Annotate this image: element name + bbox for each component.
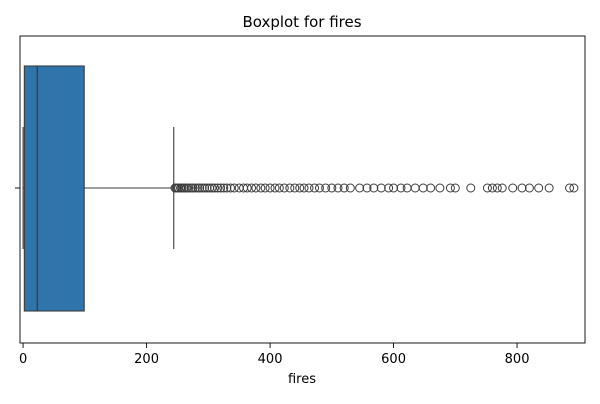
outlier-point	[376, 183, 386, 193]
axes: 0 200 400 600 800	[15, 187, 530, 367]
outlier-point	[384, 183, 394, 193]
outlier-point	[402, 183, 412, 193]
outlier-point	[389, 183, 399, 193]
outlier-point	[229, 183, 239, 193]
outlier-point	[195, 183, 205, 193]
outlier-point	[304, 183, 314, 193]
outlier-point	[290, 183, 300, 193]
outlier-point	[426, 183, 436, 193]
outlier-point	[207, 183, 217, 193]
outlier-point	[492, 183, 502, 193]
outlier-point	[435, 183, 445, 193]
outlier-point	[247, 183, 257, 193]
outlier-point	[544, 183, 554, 193]
x-tick-label: 0	[19, 352, 27, 367]
outlier-point	[355, 183, 365, 193]
outlier-point	[339, 183, 349, 193]
outlier-point	[295, 183, 305, 193]
boxplot-marks	[22, 65, 579, 312]
outlier-point	[251, 183, 261, 193]
outlier-point	[517, 183, 527, 193]
outlier-point	[327, 183, 337, 193]
outlier-point	[524, 183, 534, 193]
iqr-box	[23, 65, 85, 312]
outlier-point	[210, 183, 220, 193]
outlier-point	[508, 183, 518, 193]
outlier-point	[279, 183, 289, 193]
x-tick-label: 400	[258, 352, 283, 367]
outlier-point	[256, 183, 266, 193]
x-tick-label: 600	[381, 352, 406, 367]
outlier-point	[333, 183, 343, 193]
outlier-point	[345, 183, 355, 193]
outlier-point	[310, 183, 320, 193]
outlier-point	[197, 183, 207, 193]
outlier-point	[534, 183, 544, 193]
outlier-point	[466, 183, 476, 193]
outlier-point	[274, 183, 284, 193]
outlier-point	[369, 183, 379, 193]
plot-area-frame	[19, 35, 586, 344]
outlier-point	[445, 183, 455, 193]
outlier-point	[314, 183, 324, 193]
outlier-point	[190, 183, 200, 193]
outlier-point	[497, 183, 507, 193]
outlier-point	[202, 183, 212, 193]
outlier-point	[321, 183, 331, 193]
outlier-point	[482, 183, 492, 193]
outlier-point	[487, 183, 497, 193]
x-axis-label: fires	[288, 372, 316, 387]
x-tick-label: 200	[134, 352, 159, 367]
outlier-point	[184, 183, 194, 193]
outlier-point	[213, 183, 223, 193]
outlier-point	[242, 183, 252, 193]
chart-title: Boxplot for fires	[242, 13, 361, 31]
outlier-point	[219, 183, 229, 193]
outlier-point	[450, 183, 460, 193]
outlier-point	[260, 183, 270, 193]
outlier-point	[265, 183, 275, 193]
outlier-point	[569, 183, 579, 193]
outlier-point	[188, 183, 198, 193]
outlier-point	[299, 183, 309, 193]
outlier-point	[362, 183, 372, 193]
x-tick-label: 800	[505, 352, 530, 367]
outlier-point	[226, 183, 236, 193]
outlier-point	[418, 183, 428, 193]
outlier-point	[396, 183, 406, 193]
outlier-point	[565, 183, 575, 193]
outlier-point	[285, 183, 295, 193]
outlier-point	[200, 183, 210, 193]
outlier-point	[222, 183, 232, 193]
outlier-point	[410, 183, 420, 193]
outlier-point	[270, 183, 280, 193]
outlier-point	[216, 183, 226, 193]
